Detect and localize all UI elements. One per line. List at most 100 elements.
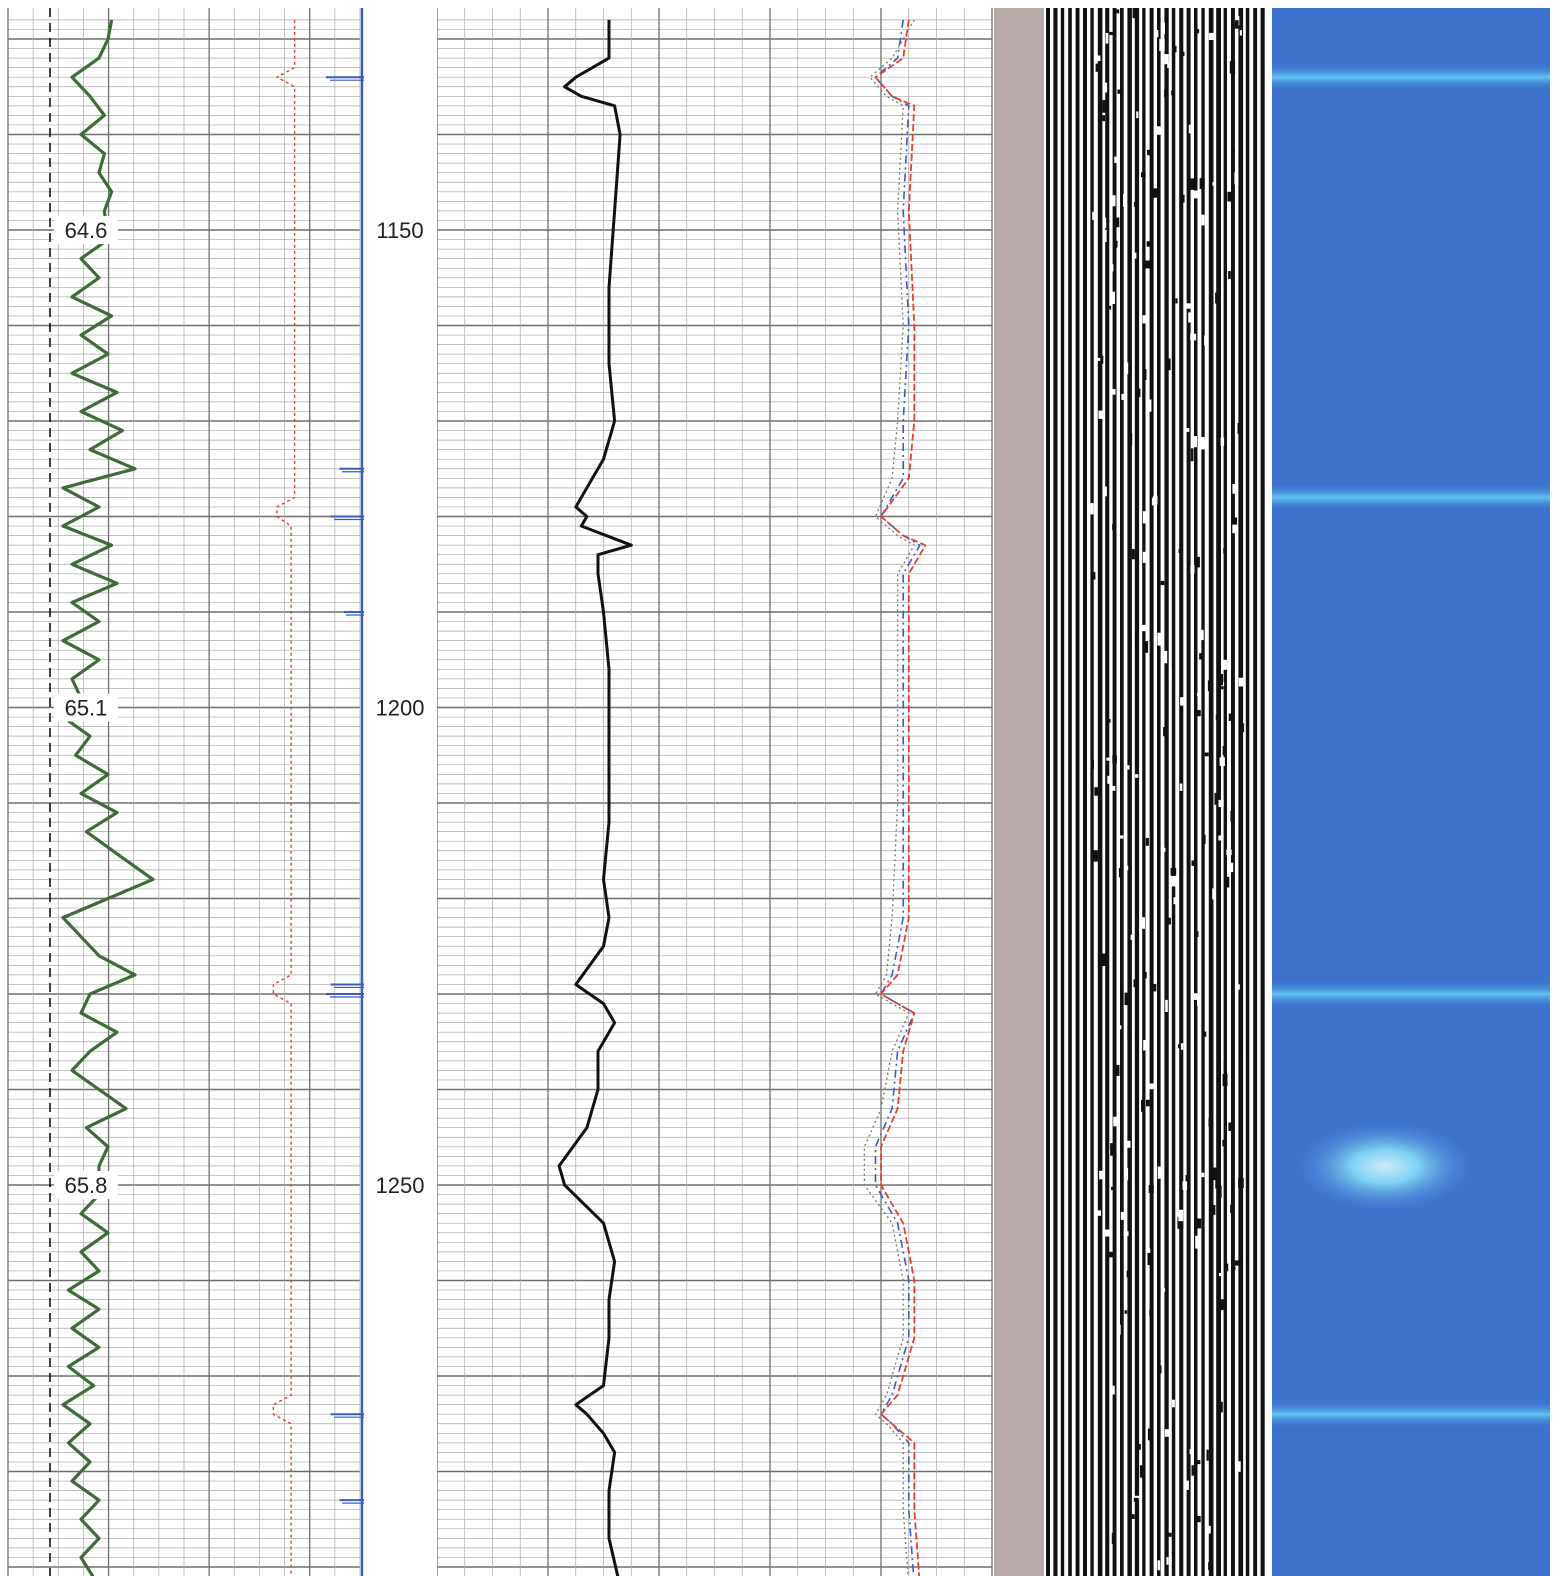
- stripe-noise: [1111, 1186, 1115, 1190]
- bright-spot: [1290, 1118, 1480, 1215]
- stripe-noise: [1157, 1166, 1162, 1179]
- stripe-noise: [1222, 746, 1226, 756]
- stripe-noise: [1103, 82, 1108, 93]
- stripe-noise: [1094, 787, 1099, 796]
- stripe-noise: [1138, 1444, 1141, 1450]
- stripe-noise: [1145, 837, 1149, 846]
- stripe: [1120, 8, 1124, 1576]
- stripe-noise: [1142, 551, 1149, 563]
- stripe-noise: [1178, 1209, 1184, 1222]
- stripe-noise: [1157, 632, 1163, 646]
- stripe-noise: [1099, 1170, 1103, 1180]
- green-curve: [61, 19, 155, 1576]
- stripe: [1097, 8, 1103, 1576]
- stripe-noise: [1111, 389, 1116, 395]
- stripe-noise: [1147, 1428, 1153, 1441]
- depth-labels: 64.6 65.1 65.8 1150 1200 1250: [54, 8, 437, 1576]
- stripe-noise: [1104, 217, 1107, 229]
- stripe-noise: [1204, 752, 1209, 757]
- stripe-noise: [1164, 89, 1168, 98]
- red-dashed-curve: [874, 19, 927, 1576]
- stripe: [1090, 8, 1094, 1576]
- stripe-noise: [1114, 156, 1119, 163]
- stripe-noise: [1219, 1272, 1222, 1277]
- stripe-noise: [1147, 149, 1152, 156]
- black-curve: [557, 19, 633, 1576]
- stripe-noise: [1238, 1178, 1244, 1188]
- stripe: [1208, 8, 1214, 1576]
- stripe-noise: [1238, 1041, 1242, 1051]
- stripe-noise: [1146, 241, 1151, 247]
- stripe-noise: [1153, 983, 1157, 992]
- stripe-noise: [1094, 357, 1101, 361]
- stripe-noise: [1127, 1233, 1131, 1243]
- stripe-noise: [1191, 436, 1197, 448]
- stripe-noise: [1173, 45, 1177, 53]
- stripe-noise: [1227, 862, 1234, 873]
- bright-band: [1272, 483, 1550, 512]
- stripe: [1157, 8, 1161, 1576]
- stripe-noise: [1123, 194, 1127, 207]
- stripe: [1112, 8, 1117, 1576]
- stripe-noise: [1092, 211, 1096, 220]
- marker-label-bg: [54, 216, 118, 244]
- stripe-noise: [1106, 757, 1111, 761]
- stripe-noise: [1091, 572, 1096, 580]
- stripe-noise: [1239, 30, 1242, 36]
- stripe-noise: [1179, 173, 1182, 185]
- stripe-noise: [1112, 524, 1115, 531]
- depth-axis-strip: [364, 8, 437, 1576]
- stripe-noise: [1215, 1179, 1220, 1189]
- stripe-noise: [1215, 714, 1220, 721]
- stripe-noise: [1105, 32, 1109, 44]
- stripe: [1105, 8, 1110, 1576]
- stripe-noise: [1181, 194, 1185, 203]
- stripe-noise: [1152, 495, 1158, 504]
- stripe-noise: [1141, 917, 1145, 929]
- stripe-noise: [1159, 39, 1165, 52]
- stripe-noise: [1195, 710, 1201, 717]
- stripe: [1260, 8, 1265, 1576]
- stripe-noise: [1105, 642, 1109, 650]
- stripe-noise: [1139, 1465, 1144, 1478]
- stripe-noise: [1203, 1031, 1207, 1037]
- stripe: [1127, 8, 1132, 1576]
- stripe-noise: [1127, 1027, 1131, 1040]
- stripe: [1046, 8, 1050, 1576]
- stripe: [1083, 8, 1087, 1576]
- stripe-noise: [1142, 315, 1146, 324]
- stripe-noise: [1234, 20, 1239, 29]
- stripe-noise: [1128, 979, 1132, 983]
- gray-separator-track: [994, 8, 1044, 1576]
- stripe-noise: [1232, 524, 1238, 534]
- stripe-noise: [1131, 549, 1135, 560]
- stripe-noise: [1210, 1205, 1216, 1215]
- stripe: [1068, 8, 1072, 1576]
- stripe-noise: [1215, 292, 1218, 304]
- stripe-noise: [1168, 917, 1171, 925]
- stripe-noise: [1225, 876, 1230, 888]
- stripe-bg: [1044, 8, 1268, 1576]
- stripe-noise: [1132, 8, 1137, 19]
- stripe-noise: [1195, 1235, 1198, 1249]
- marker-label-bg: [54, 693, 118, 722]
- blue-dashdot-curve: [874, 19, 921, 1576]
- stripe-noise: [1148, 1185, 1154, 1193]
- stripe-noise: [1109, 291, 1115, 304]
- stripe-noise: [1230, 810, 1235, 822]
- stripe-noise: [1123, 1231, 1129, 1237]
- stripe-noise: [1144, 971, 1147, 979]
- stripe-noise: [1124, 362, 1129, 375]
- stripe-noise: [1220, 437, 1225, 446]
- stripe-noise: [1129, 433, 1133, 446]
- stripe: [1060, 8, 1065, 1576]
- stripe-noise: [1232, 484, 1238, 494]
- stripe-noise: [1222, 1139, 1225, 1147]
- stripe-noise: [1149, 1083, 1154, 1090]
- stripe-noise: [1094, 55, 1101, 61]
- stripe-noise: [1133, 252, 1137, 259]
- stripe-noise: [1201, 214, 1205, 226]
- stripe-noise: [1218, 799, 1224, 808]
- stripe-noise: [1117, 1324, 1121, 1335]
